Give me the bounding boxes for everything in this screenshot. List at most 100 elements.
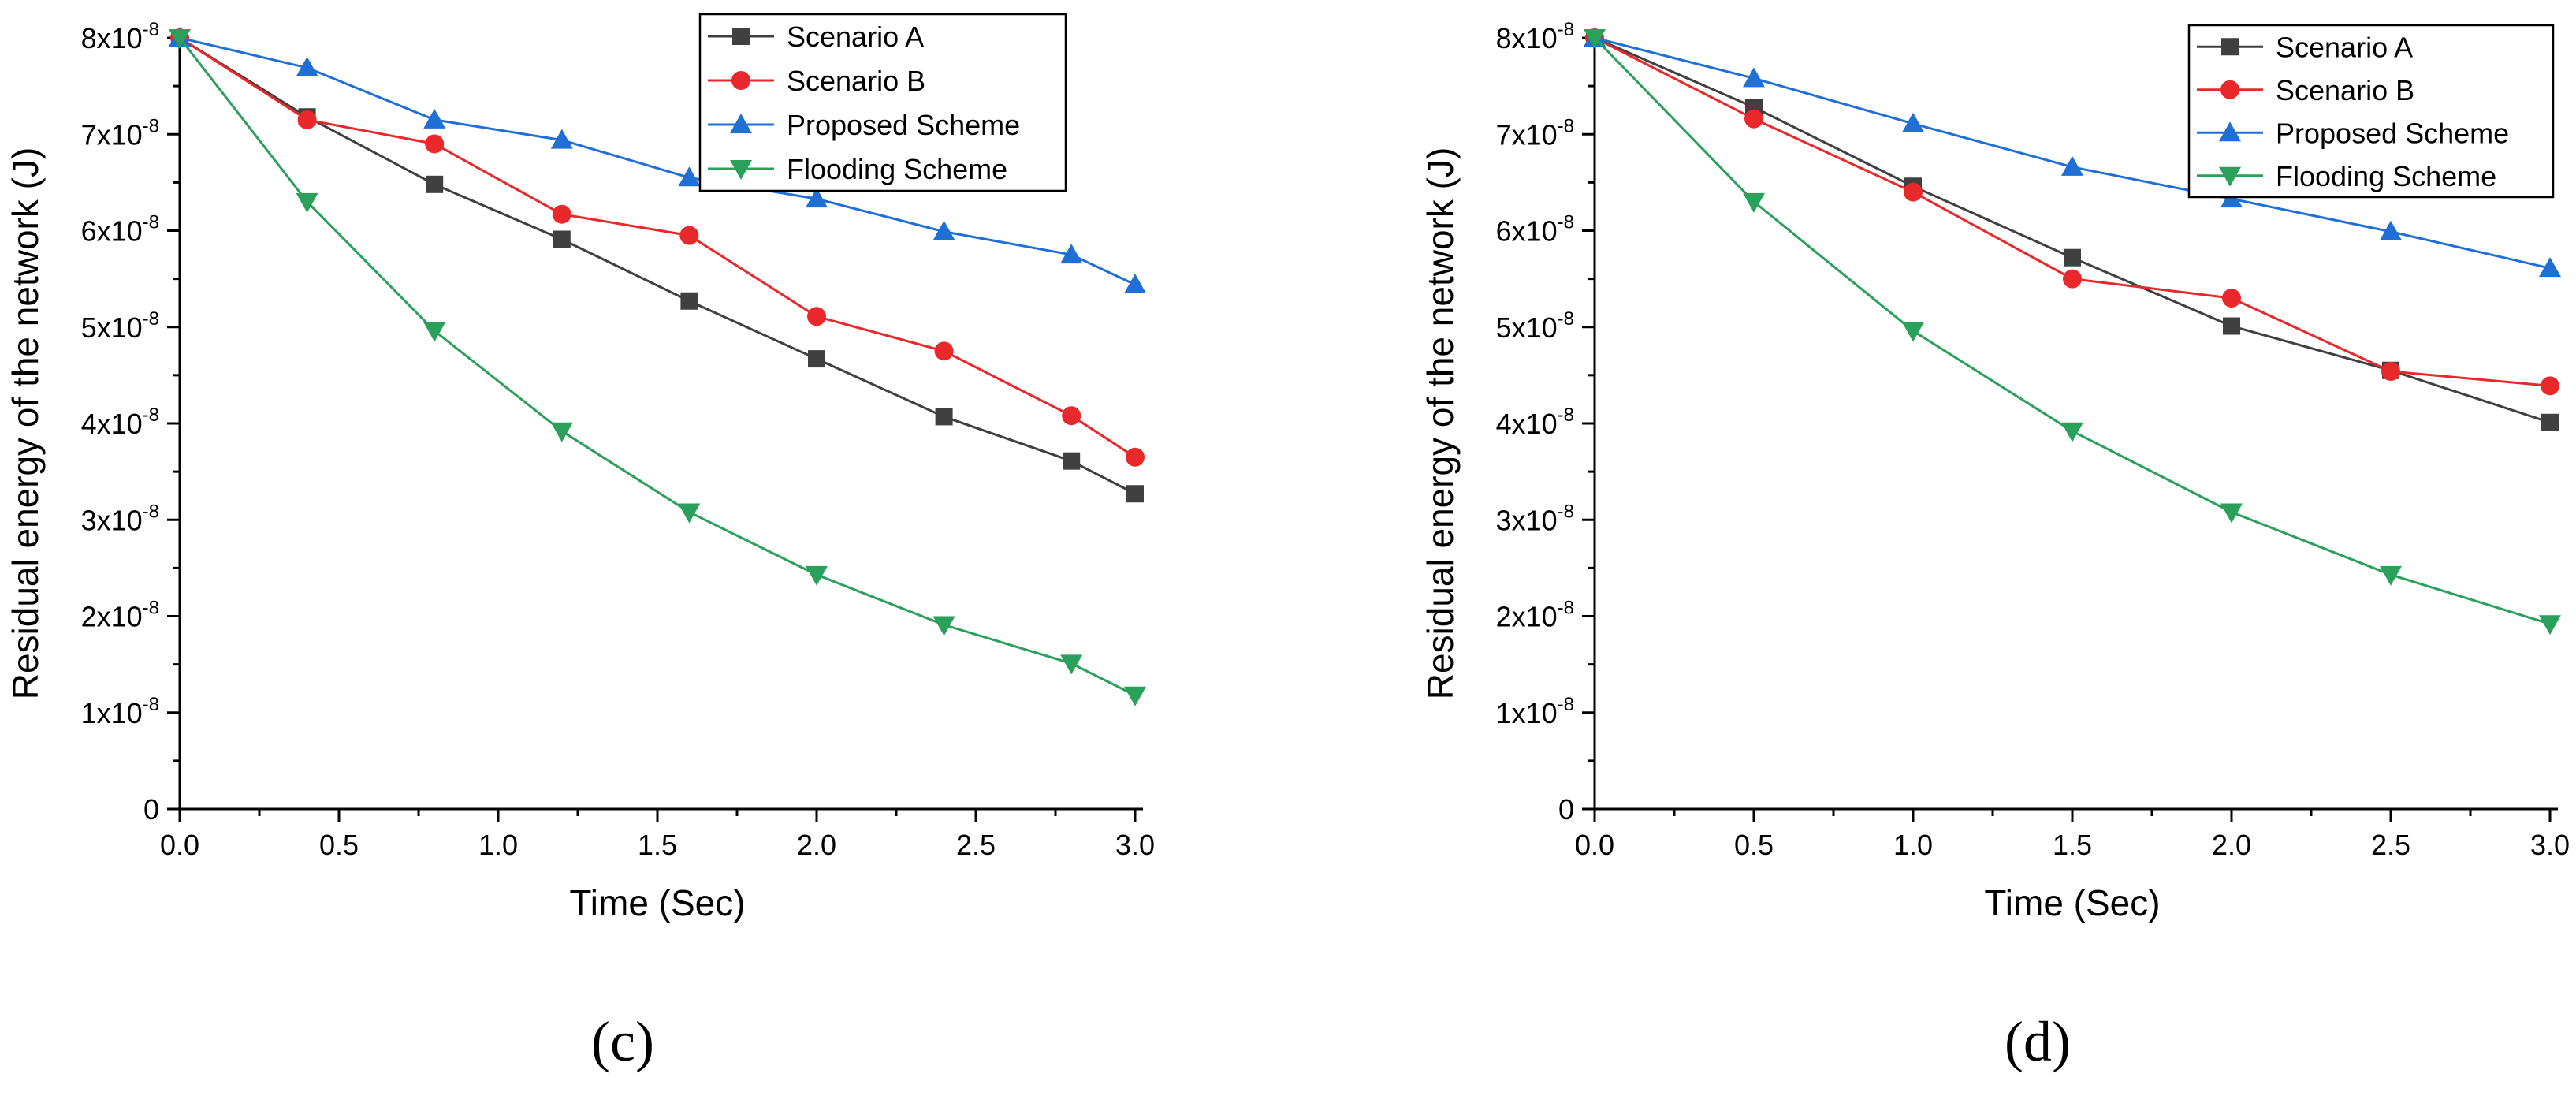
data-point: [1063, 452, 1081, 470]
legend-label: Proposed Scheme: [2276, 117, 2509, 149]
data-point: [2380, 220, 2402, 240]
data-point: [2061, 422, 2083, 442]
data-point: [678, 503, 701, 524]
y-tick-label: 2x10-8: [81, 598, 159, 633]
x-tick-label: 2.0: [2212, 829, 2251, 861]
data-point: [1126, 485, 1144, 503]
y-axis-title: Residual energy of the network (J): [1420, 147, 1461, 700]
y-tick-label: 7x10-8: [1496, 115, 1574, 151]
x-tick-label: 2.0: [797, 829, 836, 861]
legend-label: Scenario A: [2276, 31, 2413, 63]
y-tick-label: 0: [143, 793, 159, 826]
data-point: [2061, 155, 2083, 176]
x-tick-label: 1.0: [1893, 829, 1933, 861]
x-tick-label: 1.5: [638, 829, 677, 861]
legend-marker: [732, 28, 750, 45]
y-tick-label: 8x10-8: [81, 19, 159, 54]
data-point: [426, 175, 444, 193]
data-point: [2223, 317, 2240, 335]
legend: Scenario A Scenario B Proposed Scheme Flood…: [2187, 24, 2555, 199]
legend-label: Scenario B: [2276, 74, 2414, 106]
data-point: [1902, 322, 1924, 342]
legend-marker: [2219, 121, 2241, 142]
data-point: [932, 616, 955, 636]
y-tick-label: 5x10-8: [81, 308, 159, 344]
data-point: [935, 408, 953, 426]
y-tick-label: 0: [1558, 793, 1574, 826]
data-point: [1060, 654, 1083, 675]
data-point: [2541, 413, 2559, 431]
y-tick-label: 1x10-8: [1496, 694, 1574, 729]
data-point: [423, 108, 446, 129]
y-tick-label: 6x10-8: [1496, 212, 1574, 248]
data-point: [1126, 447, 1145, 467]
legend-marker: [731, 71, 750, 90]
legend-box: [698, 13, 1067, 192]
data-point: [2063, 269, 2082, 289]
data-point: [2539, 257, 2561, 278]
data-point: [934, 341, 954, 361]
y-axis-title: Residual energy of the network (J): [5, 147, 46, 700]
data-point: [550, 129, 573, 149]
x-tick-label: 2.5: [2371, 829, 2410, 861]
data-point: [423, 322, 446, 342]
data-point: [2381, 361, 2400, 381]
data-point: [1584, 29, 1606, 49]
data-point: [1124, 686, 1146, 706]
panel-label: (c): [591, 1010, 654, 1073]
data-point: [1743, 67, 1765, 88]
data-point: [296, 56, 318, 76]
legend-label: Flooding Scheme: [2276, 160, 2496, 192]
legend-marker: [730, 114, 752, 133]
legend: Scenario A Scenario B Proposed Scheme Flood…: [698, 13, 1067, 192]
x-tick-label: 0.0: [1575, 829, 1614, 861]
data-point: [1060, 244, 1083, 264]
legend-label: Scenario B: [787, 65, 925, 97]
data-point: [2220, 503, 2243, 524]
y-tick-label: 5x10-8: [1496, 308, 1574, 344]
x-tick-label: 2.5: [956, 829, 996, 861]
x-tick-label: 0.5: [319, 829, 359, 861]
data-point: [169, 29, 191, 49]
data-point: [678, 166, 701, 187]
data-point: [932, 220, 955, 240]
x-axis-title: Time (Sec): [1984, 882, 2160, 923]
data-point: [550, 422, 573, 442]
legend-marker: [2220, 80, 2239, 99]
data-point: [2541, 376, 2559, 396]
x-axis-title: Time (Sec): [569, 882, 745, 923]
data-point: [807, 307, 826, 326]
y-tick-label: 3x10-8: [81, 501, 159, 536]
data-point: [1902, 112, 1924, 132]
data-point: [296, 192, 318, 213]
y-tick-label: 3x10-8: [1496, 501, 1574, 536]
legend-marker: [730, 160, 752, 180]
y-tick-label: 7x10-8: [81, 115, 159, 151]
x-tick-label: 1.5: [2053, 829, 2092, 861]
x-tick-label: 3.0: [1115, 829, 1155, 861]
x-tick-label: 1.0: [478, 829, 518, 861]
data-point: [2380, 565, 2402, 586]
x-tick-label: 0.5: [1734, 829, 1774, 861]
legend-box: [2187, 24, 2555, 199]
data-point: [679, 226, 699, 245]
chart-panel-c: 0.0 0.5 1.0 1.5 2.0 2.5 3.0 0 1x10-8 2x10-8 3x10-8…: [5, 13, 1155, 1073]
legend-marker: [2219, 166, 2241, 187]
data-point: [806, 188, 828, 208]
data-point: [1904, 182, 1923, 202]
x-tick-label: 3.0: [2530, 829, 2570, 861]
data-point: [1124, 273, 1146, 293]
data-point: [1744, 109, 1763, 129]
data-point: [1062, 406, 1081, 426]
chart-panel-d: 0.0 0.5 1.0 1.5 2.0 2.5 3.0 0 1x10-8 2x10-8 3x10-8…: [1420, 19, 2570, 1073]
legend-label: Flooding Scheme: [787, 153, 1007, 185]
y-tick-label: 1x10-8: [81, 694, 159, 729]
data-point: [552, 204, 571, 224]
y-tick-label: 8x10-8: [1496, 19, 1574, 54]
legend-label: Scenario A: [787, 21, 924, 53]
y-tick-label: 4x10-8: [81, 404, 159, 440]
data-point: [680, 292, 698, 310]
data-point: [2222, 289, 2241, 308]
data-point: [806, 565, 828, 586]
data-point: [553, 230, 571, 248]
